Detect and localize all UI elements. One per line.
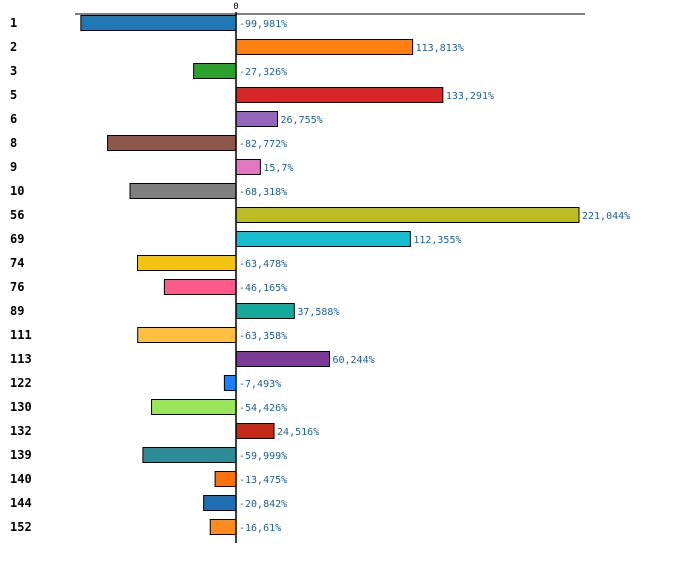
value-label-56: 221,044% bbox=[582, 211, 630, 222]
category-label-152: 152 bbox=[10, 520, 32, 534]
bar-5 bbox=[235, 87, 444, 103]
bar-111 bbox=[137, 327, 237, 343]
category-label-56: 56 bbox=[10, 208, 24, 222]
value-label-2: 113,813% bbox=[416, 43, 464, 54]
category-label-144: 144 bbox=[10, 496, 32, 510]
bar-132 bbox=[235, 423, 275, 439]
value-label-144: -20,842% bbox=[239, 499, 287, 510]
zero-tick-label: 0 bbox=[233, 2, 238, 12]
value-label-5: 133,291% bbox=[446, 91, 494, 102]
bar-140 bbox=[214, 471, 237, 487]
value-label-140: -13,475% bbox=[239, 475, 287, 486]
category-label-122: 122 bbox=[10, 376, 32, 390]
category-label-74: 74 bbox=[10, 256, 24, 270]
bar-74 bbox=[137, 255, 237, 271]
value-label-89: 37,588% bbox=[297, 307, 339, 318]
category-label-139: 139 bbox=[10, 448, 32, 462]
category-label-69: 69 bbox=[10, 232, 24, 246]
bar-113 bbox=[235, 351, 330, 367]
value-label-69: 112,355% bbox=[413, 235, 461, 246]
bar-2 bbox=[235, 39, 414, 55]
value-label-122: -7,493% bbox=[239, 379, 281, 390]
category-label-6: 6 bbox=[10, 112, 17, 126]
category-label-9: 9 bbox=[10, 160, 17, 174]
category-label-132: 132 bbox=[10, 424, 32, 438]
category-label-140: 140 bbox=[10, 472, 32, 486]
bar-3 bbox=[193, 63, 237, 79]
bar-1 bbox=[80, 15, 237, 31]
value-label-139: -59,999% bbox=[239, 451, 287, 462]
value-label-10: -68,318% bbox=[239, 187, 287, 198]
category-label-130: 130 bbox=[10, 400, 32, 414]
category-label-3: 3 bbox=[10, 64, 17, 78]
bar-152 bbox=[209, 519, 237, 535]
value-label-74: -63,478% bbox=[239, 259, 287, 270]
bar-76 bbox=[163, 279, 237, 295]
bar-139 bbox=[142, 447, 237, 463]
category-label-2: 2 bbox=[10, 40, 17, 54]
category-label-76: 76 bbox=[10, 280, 24, 294]
value-label-152: -16,61% bbox=[239, 523, 281, 534]
bar-130 bbox=[151, 399, 237, 415]
value-label-1: -99,981% bbox=[239, 19, 287, 30]
value-label-130: -54,426% bbox=[239, 403, 287, 414]
value-label-111: -63,358% bbox=[239, 331, 287, 342]
category-label-113: 113 bbox=[10, 352, 32, 366]
category-label-89: 89 bbox=[10, 304, 24, 318]
bar-122 bbox=[223, 375, 237, 391]
category-label-5: 5 bbox=[10, 88, 17, 102]
bar-10 bbox=[129, 183, 237, 199]
category-label-1: 1 bbox=[10, 16, 17, 30]
bar-69 bbox=[235, 231, 411, 247]
category-label-111: 111 bbox=[10, 328, 32, 342]
value-label-6: 26,755% bbox=[281, 115, 323, 126]
value-label-132: 24,516% bbox=[277, 427, 319, 438]
value-label-76: -46,165% bbox=[239, 283, 287, 294]
bar-9 bbox=[235, 159, 261, 175]
category-label-8: 8 bbox=[10, 136, 17, 150]
bar-89 bbox=[235, 303, 295, 319]
value-label-8: -82,772% bbox=[239, 139, 287, 150]
value-label-3: -27,326% bbox=[239, 67, 287, 78]
bar-8 bbox=[107, 135, 237, 151]
bar-56 bbox=[235, 207, 580, 223]
category-label-10: 10 bbox=[10, 184, 24, 198]
bar-6 bbox=[235, 111, 279, 127]
bar-144 bbox=[203, 495, 237, 511]
value-label-9: 15,7% bbox=[263, 163, 293, 174]
value-label-113: 60,244% bbox=[332, 355, 374, 366]
